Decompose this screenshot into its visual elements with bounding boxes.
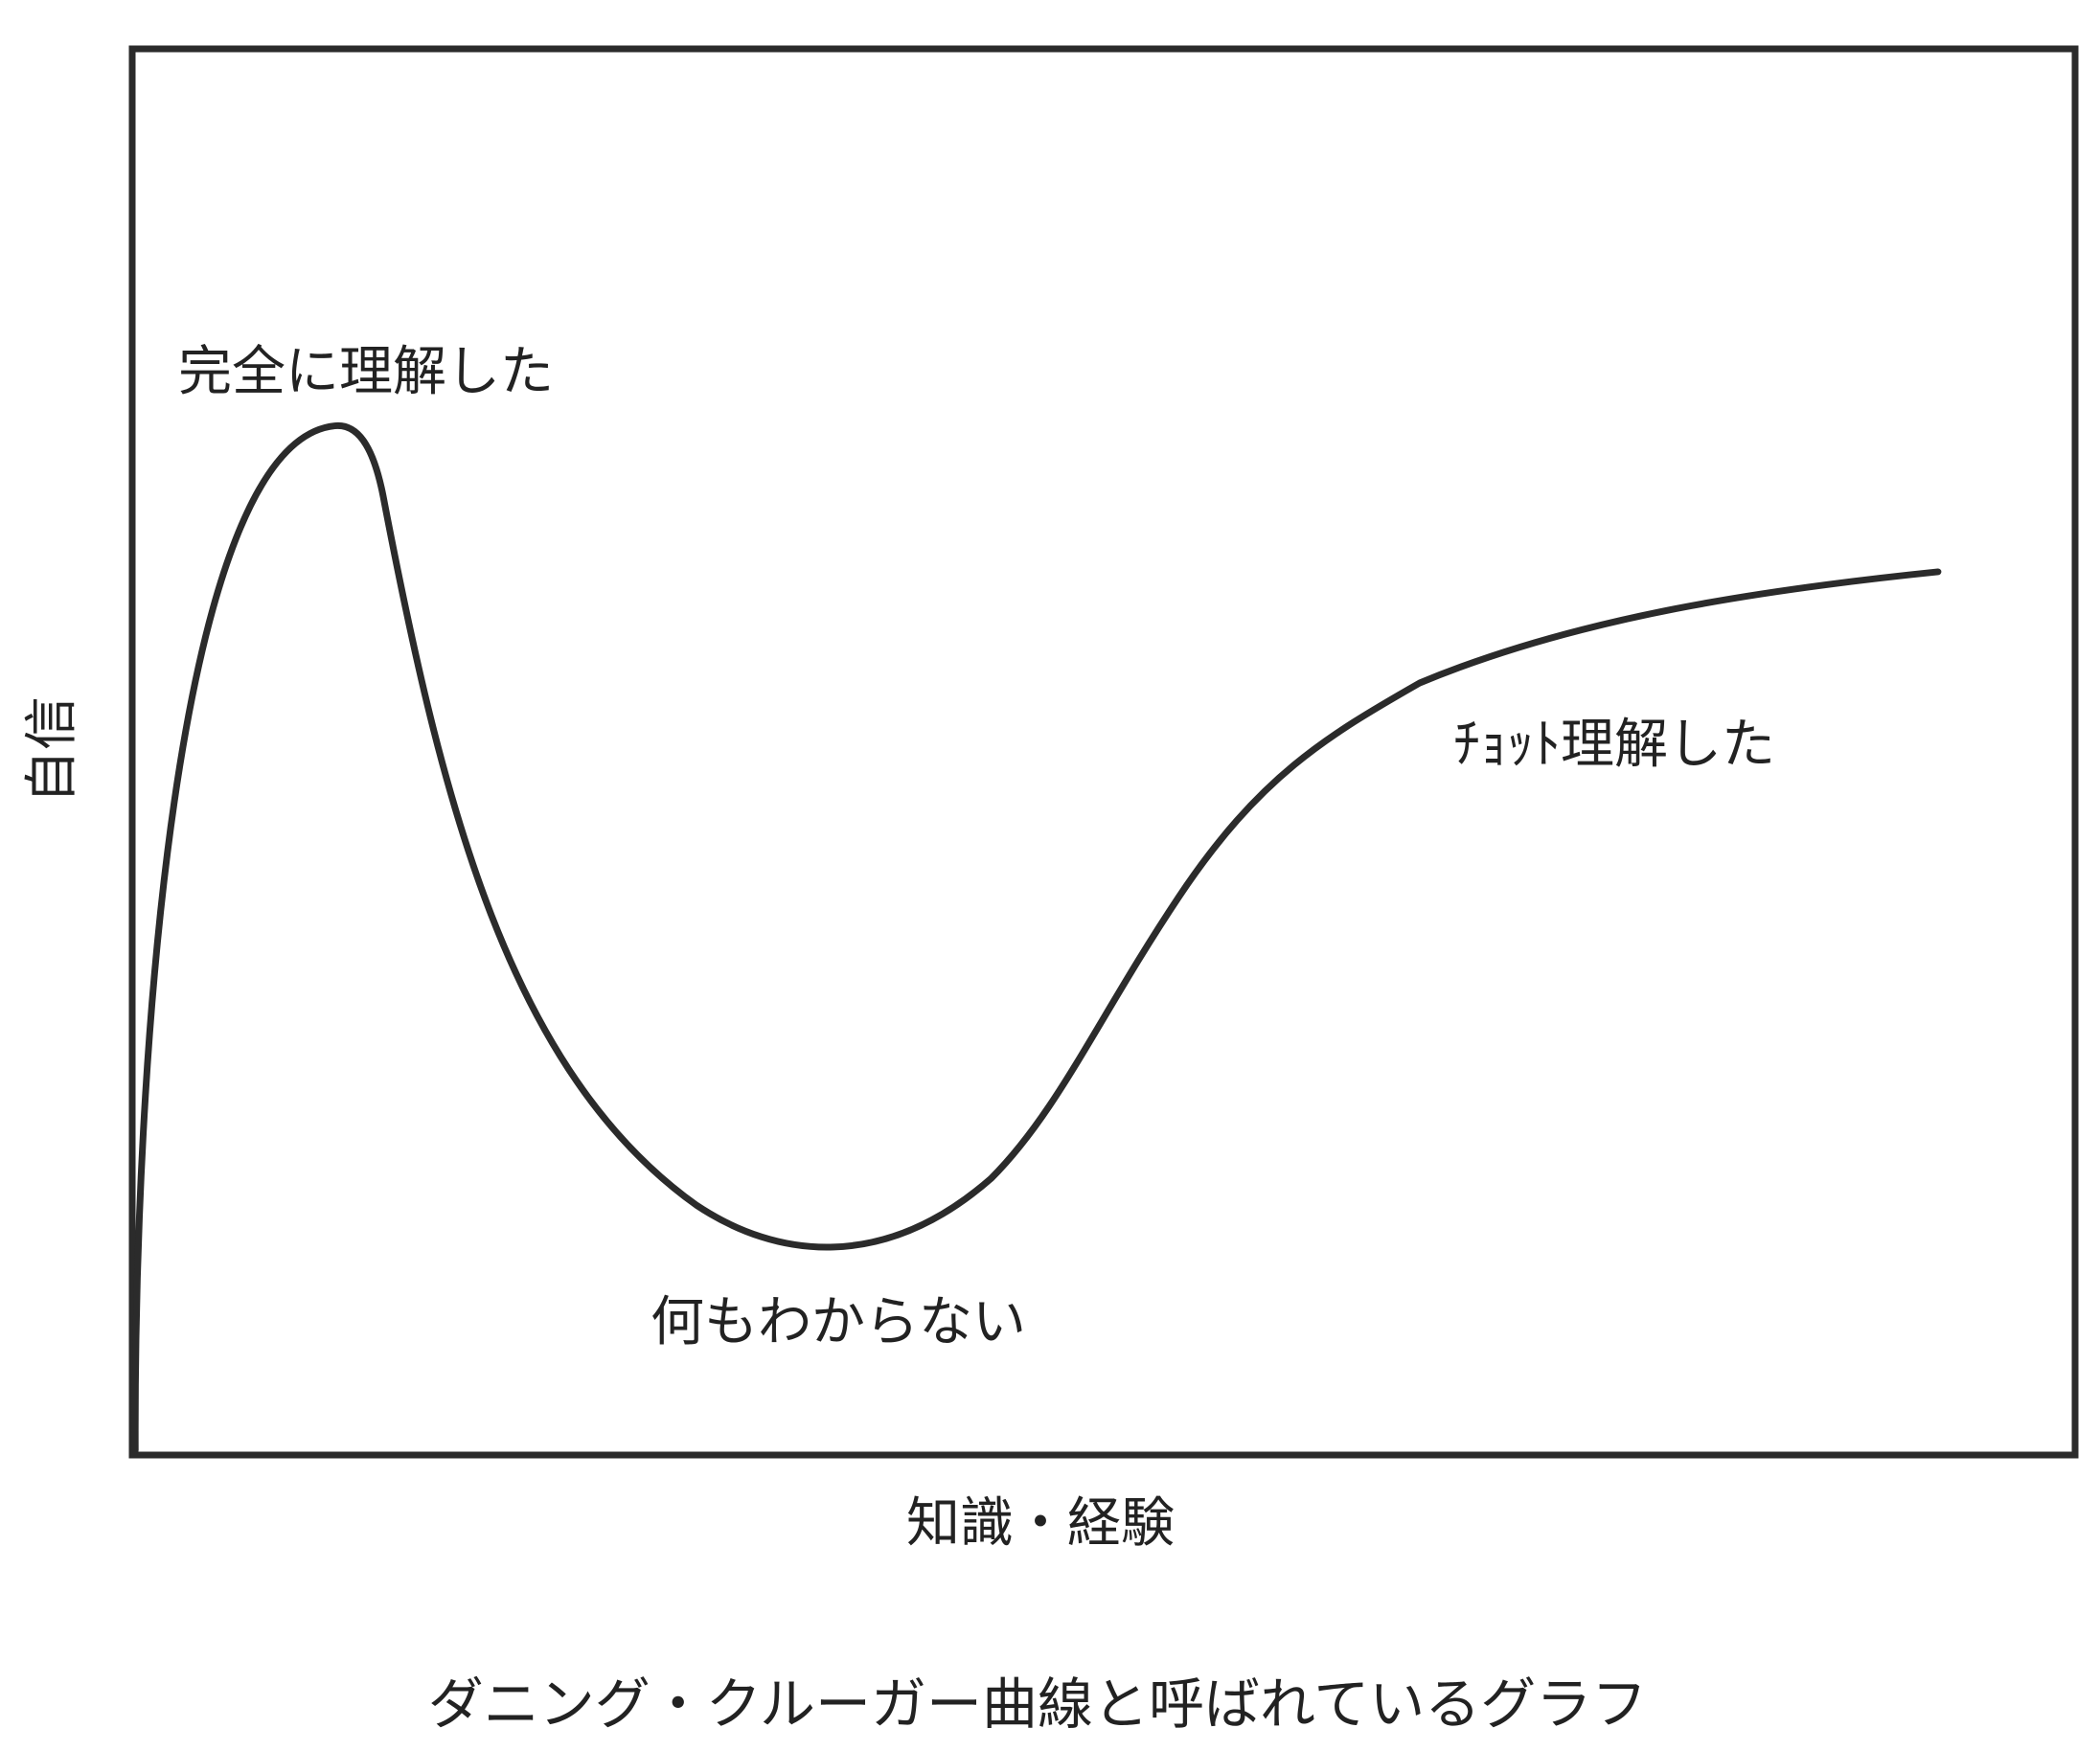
plot-frame <box>128 45 2079 1459</box>
annotation: 完全に理解した <box>178 341 554 403</box>
annotation: ﾁｮｯﾄ理解した <box>1453 714 1775 776</box>
x-axis-label: 知識・経験 <box>906 1492 1175 1555</box>
curve <box>135 425 1938 1450</box>
y-axis-label: 自信 <box>21 696 83 804</box>
caption: ダニング・クルーガー曲線と呼ばれているグラフ <box>428 1671 1648 1737</box>
curve-group <box>135 425 1938 1450</box>
annotation: 何もわからない <box>651 1291 1026 1353</box>
